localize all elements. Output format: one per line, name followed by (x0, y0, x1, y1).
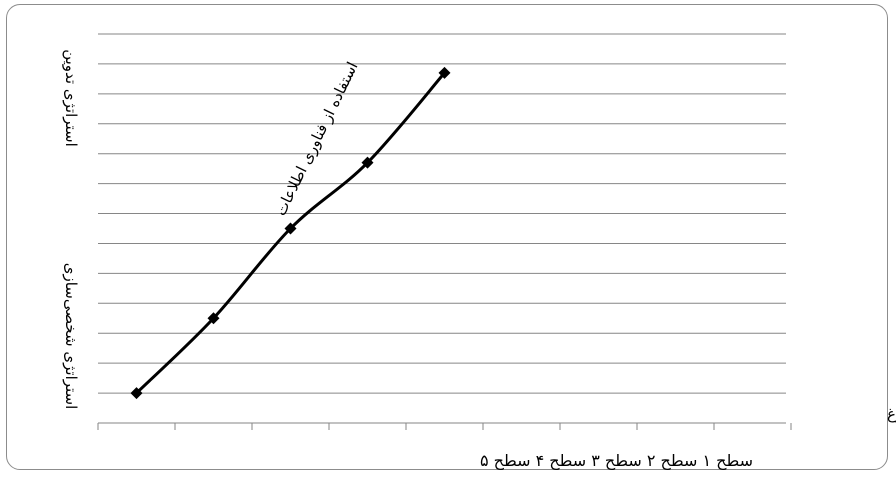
data-point (284, 222, 297, 235)
x-tick-label: سطح ۲ (647, 451, 703, 471)
y-axis-label-bottom: استراتژی شخصی‌سازی (62, 263, 80, 410)
series (130, 66, 451, 400)
x-axis-label: سطوح بلوغ (887, 405, 896, 423)
data-point (207, 312, 220, 325)
x-tick-label: سطح ۳ (591, 451, 647, 471)
data-point (438, 66, 451, 79)
x-tick-label: سطح ۵ (480, 451, 536, 471)
data-point (130, 387, 143, 400)
x-tick-label: سطح ۱ (703, 451, 754, 471)
chart-frame (6, 4, 888, 470)
x-axis: سطح ۱ سطح ۲ سطح ۳ سطح ۴ سطح ۵ (97, 422, 792, 471)
data-point (361, 156, 374, 169)
line-annotation: استفاده از فناوری اطلاعات (271, 59, 361, 219)
x-tick-label: سطح ۴ (536, 451, 592, 471)
x-tick-labels: سطح ۱ سطح ۲ سطح ۳ سطح ۴ سطح ۵ (480, 451, 753, 471)
y-axis-label-top: استراتژی تدوین (62, 49, 80, 147)
gridlines (98, 33, 786, 394)
